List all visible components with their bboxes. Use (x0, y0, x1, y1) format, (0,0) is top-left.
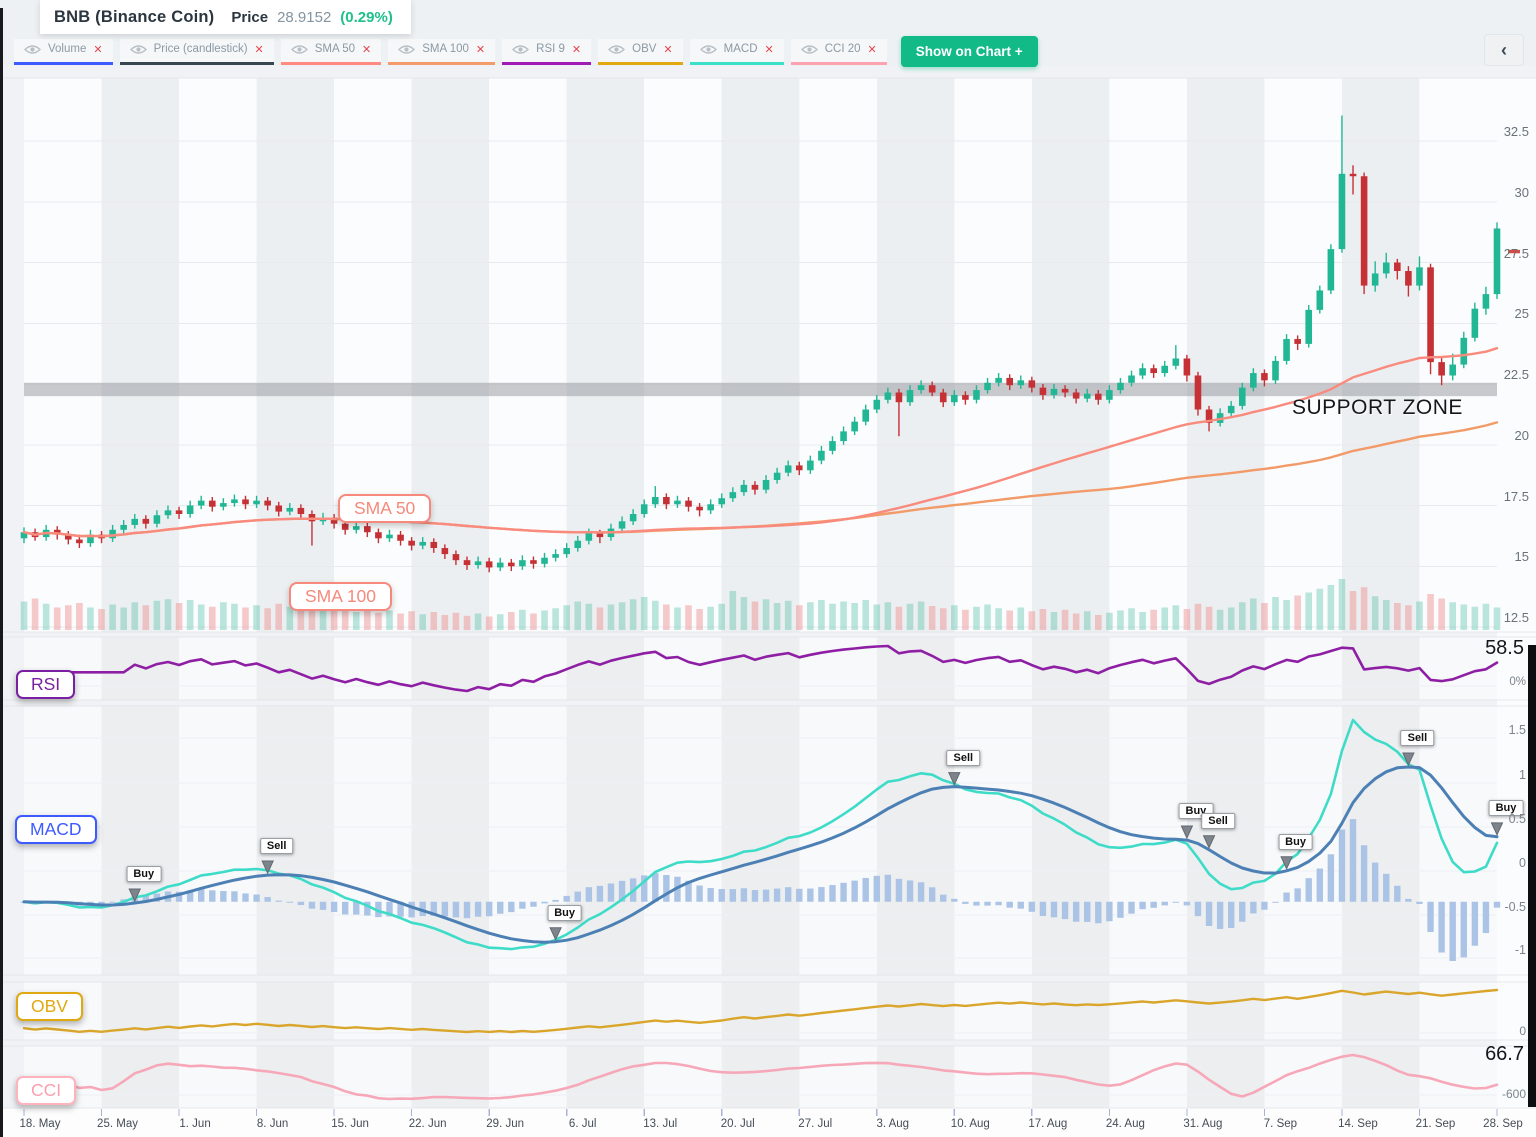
indicator-chip-sma-100[interactable]: SMA 100 ✕ (388, 38, 496, 65)
close-icon[interactable]: ✕ (867, 43, 877, 56)
close-icon[interactable]: ✕ (663, 43, 673, 56)
eye-icon[interactable] (129, 44, 147, 55)
indicator-chips-row: Volume ✕ Price (candlestick) ✕ SMA 50 ✕ SMA 10… (14, 36, 1038, 67)
indicator-chip-cci-20[interactable]: CCI 20 ✕ (790, 38, 887, 65)
indicator-chip-label: MACD (723, 43, 758, 55)
indicator-chip-sma-50[interactable]: SMA 50 ✕ (280, 38, 382, 65)
eye-icon[interactable] (512, 44, 530, 55)
indicator-chip-label: SMA 50 (314, 43, 356, 55)
close-icon[interactable]: ✕ (254, 43, 264, 56)
chevron-left-icon: ‹ (1501, 39, 1507, 60)
close-icon[interactable]: ✕ (362, 43, 372, 56)
close-icon[interactable]: ✕ (764, 43, 774, 56)
eye-icon[interactable] (398, 44, 416, 55)
indicator-chip-label: Price (candlestick) (153, 43, 248, 55)
indicator-chip-volume[interactable]: Volume ✕ (14, 38, 113, 65)
price-label: Price (231, 8, 269, 26)
indicator-chip-price-candlestick[interactable]: Price (candlestick) ✕ (119, 38, 274, 65)
indicator-chip-label: Volume (48, 43, 87, 55)
eye-icon[interactable] (699, 44, 717, 55)
price-value: 28.9152 (277, 8, 332, 26)
eye-icon[interactable] (290, 44, 308, 55)
close-icon[interactable]: ✕ (475, 43, 486, 56)
close-icon[interactable]: ✕ (93, 43, 103, 56)
eye-icon[interactable] (608, 44, 626, 55)
close-icon[interactable]: ✕ (571, 43, 582, 56)
collapse-panel-button[interactable]: ‹ (1484, 34, 1524, 66)
indicator-chip-label: RSI 9 (536, 43, 565, 55)
symbol-name: BNB (Binance Coin) (54, 7, 215, 26)
show-on-chart-button[interactable]: Show on Chart + (900, 36, 1038, 67)
price-change: (0.29%) (340, 8, 393, 26)
symbol-title-card: BNB (Binance Coin) Price 28.9152 (0.29%) (40, 0, 411, 34)
indicator-chip-label: SMA 100 (422, 43, 469, 55)
indicator-chip-rsi-9[interactable]: RSI 9 ✕ (502, 38, 592, 65)
indicator-chip-macd[interactable]: MACD ✕ (689, 38, 784, 65)
indicator-chip-label: CCI 20 (824, 43, 861, 55)
indicator-chip-obv[interactable]: OBV ✕ (598, 38, 683, 65)
eye-icon[interactable] (800, 44, 818, 55)
indicator-chip-label: OBV (632, 43, 657, 55)
eye-icon[interactable] (24, 44, 41, 55)
